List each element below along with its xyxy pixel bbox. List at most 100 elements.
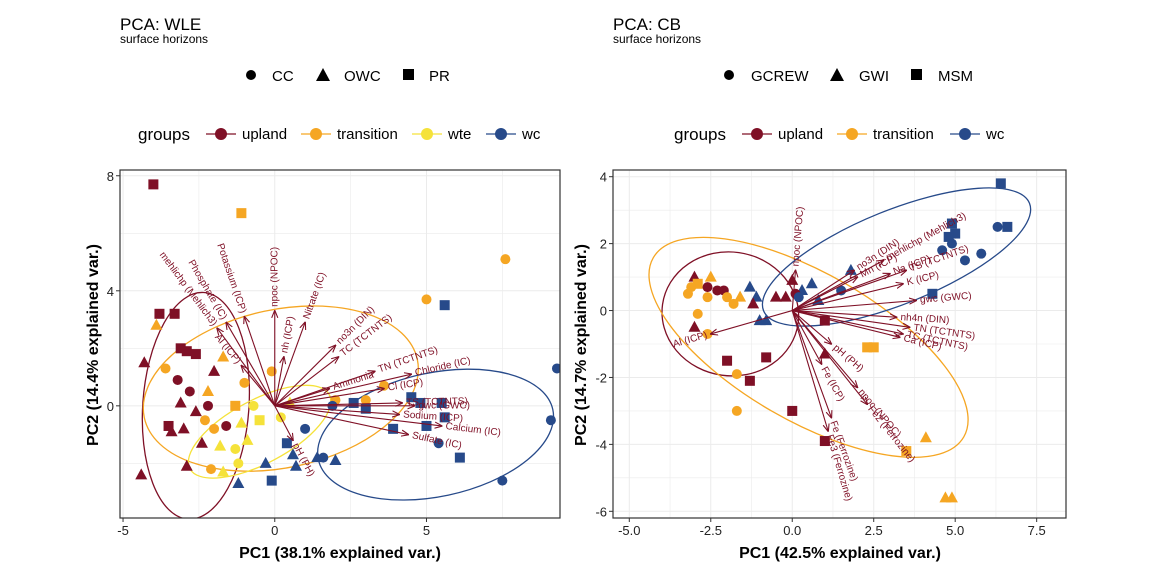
- loading-label: TS (TCTNTS): [406, 396, 468, 408]
- y-tick-label: 0: [107, 399, 114, 414]
- cb-x-axis-title: PC1 (42.5% explained var.): [739, 545, 941, 562]
- point-wte: [235, 416, 248, 428]
- loading-arrow: [274, 405, 399, 415]
- point-wc: [300, 423, 311, 434]
- color-legend-title: groups: [138, 125, 190, 144]
- loading-label: Sodium (ICP): [403, 409, 464, 424]
- point-transition: [692, 278, 703, 289]
- point-upland: [702, 282, 713, 293]
- point-upland: [819, 436, 830, 447]
- loading-arrow: [792, 301, 916, 312]
- ellipse-upland: [661, 251, 800, 377]
- point-upland: [165, 425, 178, 437]
- loading-arrow: [274, 389, 330, 407]
- point-upland: [769, 290, 782, 302]
- point-transition: [202, 384, 214, 396]
- point-wc: [743, 280, 756, 292]
- point-wc: [497, 475, 508, 486]
- x-tick-label: 0: [271, 523, 278, 538]
- point-wc: [232, 476, 245, 488]
- point-wc: [348, 397, 359, 408]
- point-upland: [819, 315, 830, 326]
- loading-arrow: [274, 322, 305, 407]
- loading-label: npoc (NPOC): [790, 206, 806, 267]
- legend-label-upland: upland: [778, 126, 823, 143]
- shape-legend-circle-icon: [724, 70, 734, 80]
- legend-key-upland: [751, 128, 763, 140]
- point-wc: [551, 363, 560, 374]
- loading-arrow: [791, 310, 821, 365]
- plot-border: [119, 169, 561, 519]
- loading-arrow: [792, 309, 909, 328]
- wle-chart-subtitle: surface horizons: [120, 32, 208, 46]
- point-wc: [959, 255, 970, 266]
- y-tick-label: -2: [595, 370, 607, 385]
- point-wc: [927, 288, 938, 299]
- cb-y-axis-title: PC2 (14.7% explained var.): [573, 244, 590, 446]
- point-wc: [433, 438, 444, 449]
- point-wc: [946, 238, 957, 249]
- point-upland: [177, 422, 190, 434]
- y-tick-label: 2: [600, 237, 607, 252]
- point-transition: [682, 288, 693, 299]
- shape-legend-square-icon: [403, 69, 414, 80]
- wle-x-axis-title: PC1 (38.1% explained var.): [239, 545, 441, 562]
- point-transition: [919, 431, 932, 443]
- loading-arrow: [274, 345, 336, 407]
- wle-shape-legend: CC OWC PR: [246, 68, 450, 85]
- point-wc: [937, 245, 948, 256]
- point-wc: [976, 248, 987, 259]
- loading-arrow: [241, 366, 276, 407]
- point-upland: [148, 179, 159, 190]
- loading-label: Cl (ICP): [387, 377, 424, 393]
- loading-arrow: [274, 374, 412, 407]
- plot-border: [612, 169, 1067, 519]
- point-upland: [138, 356, 151, 368]
- shape-legend-circle-icon: [246, 70, 256, 80]
- loading-label: nh4n (DIN): [900, 312, 950, 326]
- point-wte: [248, 400, 259, 411]
- point-transition: [704, 270, 717, 282]
- point-transition: [421, 294, 432, 305]
- shape-legend-label: PR: [429, 68, 450, 85]
- loading-arrow: [792, 310, 903, 334]
- cb-shape-legend: GCREW GWI MSM: [724, 68, 973, 85]
- loading-arrow: [274, 405, 293, 441]
- loading-arrow: [792, 270, 795, 311]
- point-wc: [992, 221, 1003, 232]
- cb-header: PCA: CB surface horizons GCREW GWI MSM g…: [613, 15, 1005, 144]
- legend-label-transition: transition: [873, 126, 934, 143]
- point-wc: [995, 178, 1006, 189]
- point-transition: [209, 423, 220, 434]
- loading-arrow: [274, 405, 442, 426]
- y-tick-label: -4: [595, 437, 607, 452]
- point-transition: [945, 491, 958, 503]
- point-upland: [174, 396, 187, 408]
- point-upland: [208, 364, 221, 376]
- point-wc: [318, 452, 329, 463]
- shape-legend-label: GWI: [859, 68, 889, 85]
- point-upland: [154, 308, 165, 319]
- point-transition: [868, 342, 879, 353]
- point-transition: [160, 363, 171, 374]
- x-tick-label: -5: [117, 523, 129, 538]
- loading-arrow: [791, 310, 831, 344]
- x-tick-label: 5: [423, 523, 430, 538]
- point-wc: [454, 452, 465, 463]
- point-wc: [290, 459, 302, 471]
- point-transition: [702, 292, 713, 303]
- point-wc: [943, 231, 954, 242]
- y-tick-label: 0: [600, 304, 607, 319]
- point-wc: [439, 412, 450, 423]
- loading-arrow: [792, 284, 903, 312]
- shape-legend-label: MSM: [938, 68, 973, 85]
- point-upland: [189, 405, 202, 417]
- point-upland: [779, 290, 792, 302]
- loading-arrow: [244, 317, 276, 407]
- loading-arrow: [791, 310, 828, 431]
- shape-legend-triangle-icon: [316, 68, 330, 81]
- point-transition: [230, 400, 241, 411]
- loading-label: gwc (GWC): [920, 291, 972, 306]
- shape-legend-label: OWC: [344, 68, 381, 85]
- y-tick-label: 8: [107, 169, 114, 184]
